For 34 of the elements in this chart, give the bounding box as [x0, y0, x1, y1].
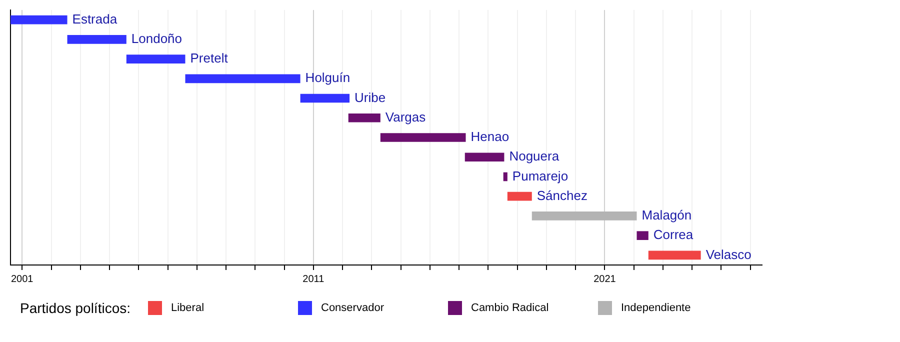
y-tick-label: Malagón	[642, 208, 692, 223]
bar	[67, 35, 126, 44]
y-tick-label: Londoño	[131, 31, 182, 46]
legend-label: Conservador	[321, 302, 384, 314]
y-tick-label: Pretelt	[190, 50, 228, 66]
legend-label: Cambio Radical	[471, 302, 549, 314]
bar	[507, 192, 532, 201]
y-tick-label: Estrada	[72, 11, 118, 26]
x-tick-label: 2021	[594, 274, 616, 285]
y-tick-label: Vargas	[385, 109, 426, 124]
bar	[126, 54, 186, 64]
legend-label: Independiente	[621, 302, 691, 314]
bar	[532, 212, 637, 220]
y-tick-label: Noguera	[509, 148, 560, 164]
bar	[380, 133, 466, 142]
bar	[636, 231, 648, 240]
bar	[648, 250, 701, 260]
y-tick-label: Uribe	[354, 90, 386, 105]
y-tick-label: Pumarejo	[512, 168, 568, 184]
bar	[10, 15, 68, 24]
y-tick-label: Correa	[653, 227, 694, 242]
y-tick-label: Velasco	[706, 246, 752, 262]
bar	[464, 152, 504, 162]
legend-label: Liberal	[171, 302, 204, 314]
y-tick-label: Sánchez	[536, 188, 588, 203]
y-tick-label: Holguín	[305, 70, 350, 86]
x-tick-label: 2001	[11, 274, 34, 285]
x-tick-label: 2011	[302, 274, 325, 285]
legend-title: Partidos políticos:	[20, 300, 132, 316]
bar	[348, 113, 380, 122]
bar	[503, 172, 508, 182]
bar	[300, 94, 350, 103]
bar	[185, 74, 300, 84]
y-tick-label: Henao	[470, 129, 510, 144]
